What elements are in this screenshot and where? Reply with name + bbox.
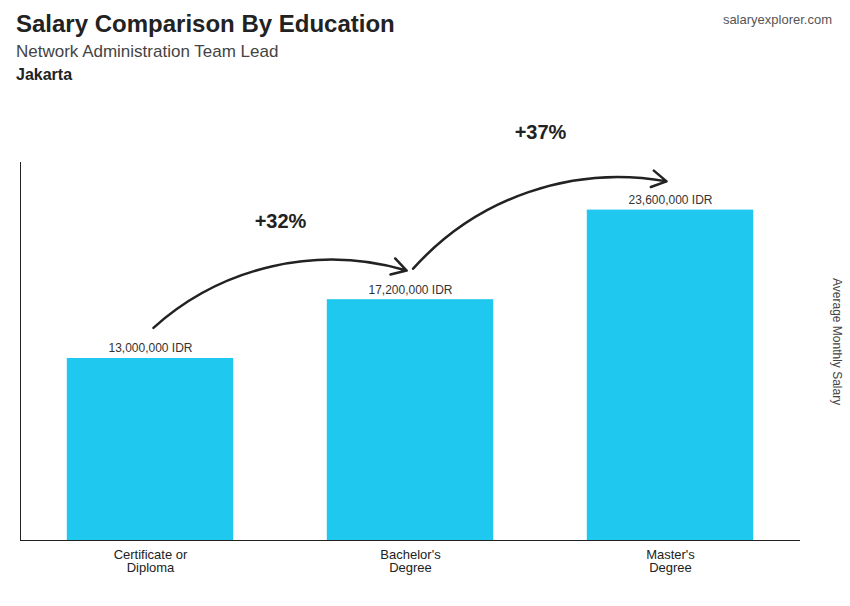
html-text:Average Monthly Salary: Average Monthly Salary xyxy=(830,278,844,406)
svg-text:+32%: +32% xyxy=(255,210,307,232)
svg-text:Bachelor'sDegree: Bachelor'sDegree xyxy=(380,547,441,575)
html-text:Network Administration Team Le: Network Administration Team Lead xyxy=(16,42,279,61)
html-text:Salary Comparison By Education: Salary Comparison By Education xyxy=(16,10,395,37)
html-text:salaryexplorer.com: salaryexplorer.com xyxy=(722,12,832,27)
svg-text:Master'sDegree: Master'sDegree xyxy=(646,547,695,575)
svg-text:23,600,000 IDR: 23,600,000 IDR xyxy=(628,193,712,207)
svg-text:+37%: +37% xyxy=(515,121,567,143)
html-text:Jakarta: Jakarta xyxy=(16,66,72,83)
svg-text:17,200,000 IDR: 17,200,000 IDR xyxy=(368,283,452,297)
svg-text:13,000,000 IDR: 13,000,000 IDR xyxy=(108,341,192,355)
svg-text:Certificate orDiploma: Certificate orDiploma xyxy=(114,547,188,575)
